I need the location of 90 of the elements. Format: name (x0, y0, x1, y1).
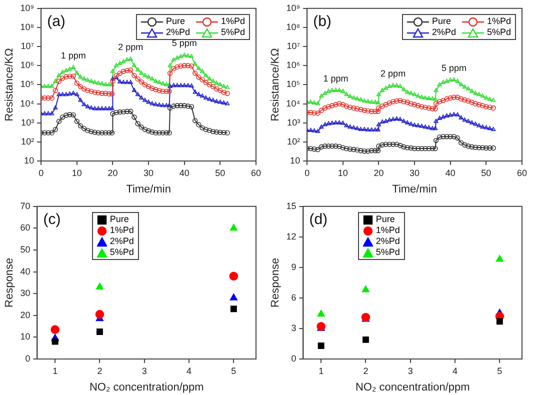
y-tick-label: 15 (286, 200, 296, 211)
x-tick-label: 60 (250, 168, 262, 178)
legend-label: 2%Pd (110, 236, 134, 248)
x-tick-label: 2 (97, 366, 102, 376)
legend-label: 1%Pd (487, 16, 512, 28)
y-tick-label: 10⁷ (286, 41, 300, 52)
y-tick-label: 30 (20, 288, 30, 298)
y-tick-label: 60 (20, 222, 30, 233)
legend-label: 1%Pd (110, 225, 134, 236)
x-tick-label: 10 (338, 168, 348, 178)
x-tick-label: 40 (445, 168, 456, 178)
legend-label: 5%Pd (487, 27, 512, 38)
y-axis-title: Resistance/KΩ (4, 48, 16, 122)
y-tick-label: 10² (287, 136, 300, 146)
x-axis-title: NO₂ concentration/ppm (355, 381, 470, 394)
y-tick-label: 10⁸ (20, 22, 34, 32)
x-tick-label: 4 (452, 366, 458, 376)
y-tick-label: 3 (291, 322, 296, 333)
y-tick-label: 10⁷ (20, 41, 34, 52)
annotation: 1 ppm (323, 73, 348, 84)
y-tick-label: 10 (290, 155, 300, 166)
y-tick-label: 10 (20, 332, 30, 342)
x-tick-label: 30 (410, 168, 420, 178)
annotation: 5 ppm (172, 38, 197, 48)
annotation: (a) (47, 13, 66, 30)
x-tick-label: 30 (144, 168, 154, 178)
x-tick-label: 20 (374, 168, 384, 178)
annotation: 5 ppm (441, 62, 466, 73)
x-tick-label: 0 (38, 168, 44, 178)
y-tick-label: 10³ (21, 117, 34, 128)
annotation: (b) (313, 13, 332, 30)
y-tick-label: 9 (291, 262, 296, 272)
legend-label: Pure (110, 214, 129, 226)
x-tick-label: 1 (52, 366, 58, 376)
x-tick-label: 3 (142, 366, 147, 376)
annotation: 1 ppm (60, 50, 86, 60)
y-tick-label: 0 (25, 353, 30, 364)
y-tick-label: 10⁸ (286, 22, 300, 32)
y-tick-label: 10⁶ (20, 60, 34, 70)
y-tick-label: 10³ (287, 117, 300, 128)
annotation: (d) (309, 211, 328, 228)
annotation: 2 ppm (118, 42, 144, 52)
y-tick-label: 6 (291, 292, 296, 302)
y-tick-label: 10⁴ (286, 98, 300, 108)
legend-label: 1%Pd (221, 16, 246, 28)
annotation: (c) (43, 211, 61, 228)
x-tick-label: 2 (363, 366, 368, 376)
y-tick-label: 10⁹ (20, 2, 34, 13)
x-axis-title: NO₂ concentration/ppm (89, 381, 204, 394)
x-tick-label: 4 (186, 366, 192, 376)
y-tick-label: 10 (24, 155, 34, 166)
y-tick-label: 10⁹ (286, 2, 300, 13)
x-tick-label: 40 (179, 168, 190, 178)
x-tick-label: 50 (481, 168, 492, 178)
legend-label: 5%Pd (110, 247, 134, 258)
y-tick-label: 20 (20, 310, 30, 320)
legend-label: Pure (376, 214, 395, 226)
y-tick-label: 10⁵ (20, 79, 34, 90)
annotation: 2 ppm (380, 68, 406, 79)
legend-label: Pure (166, 16, 186, 28)
y-axis-title: Response (270, 258, 282, 308)
y-tick-label: 12 (286, 231, 296, 242)
x-axis-title: Time/min (392, 183, 437, 196)
x-tick-label: 5 (497, 366, 502, 376)
x-tick-label: 1 (318, 366, 324, 376)
y-tick-label: 10⁶ (286, 60, 300, 70)
y-tick-label: 50 (20, 244, 30, 254)
x-tick-label: 60 (516, 168, 528, 178)
legend-label: 2%Pd (376, 236, 400, 248)
x-tick-label: 3 (408, 366, 413, 376)
legend-label: 1%Pd (376, 225, 400, 236)
y-axis-title: Response (4, 258, 16, 308)
x-tick-label: 10 (72, 168, 82, 178)
legend-label: Pure (432, 16, 452, 28)
legend-label: 5%Pd (221, 27, 246, 38)
x-tick-label: 0 (304, 168, 310, 178)
legend-label: 2%Pd (432, 27, 456, 38)
y-tick-label: 10⁵ (286, 79, 300, 90)
y-tick-label: 40 (20, 266, 30, 276)
legend-label: 2%Pd (166, 27, 190, 38)
y-tick-label: 70 (20, 200, 30, 211)
x-axis-title: Time/min (126, 183, 171, 196)
legend-label: 5%Pd (376, 247, 400, 258)
x-tick-label: 50 (215, 168, 226, 178)
x-tick-label: 20 (108, 168, 118, 178)
y-axis-title: Resistance/KΩ (270, 48, 282, 122)
y-tick-label: 10² (21, 136, 34, 146)
y-tick-label: 10⁴ (20, 98, 34, 108)
x-tick-label: 5 (231, 366, 236, 376)
y-tick-label: 0 (291, 353, 296, 364)
